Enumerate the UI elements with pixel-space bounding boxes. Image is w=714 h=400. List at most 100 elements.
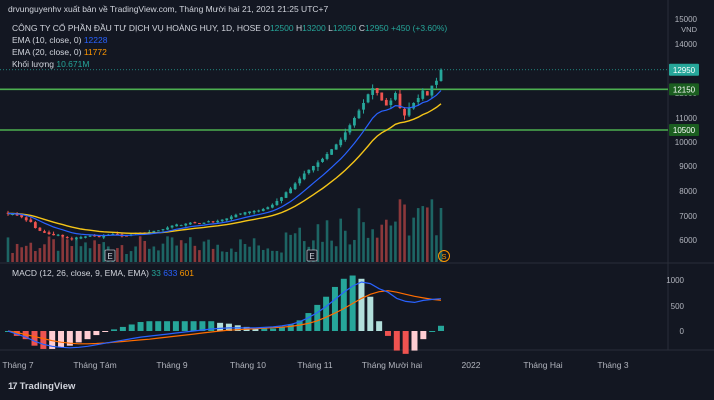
- volume-bar: [243, 244, 247, 262]
- volume-bar: [125, 253, 128, 262]
- macd-tick-label: 1000: [666, 276, 684, 285]
- macd-legend[interactable]: MACD (12, 26, close, 9, EMA, EMA) 33 633…: [12, 268, 194, 279]
- volume-bar: [161, 243, 165, 262]
- earnings-marker-1-box[interactable]: [104, 249, 116, 262]
- macd-histogram-bar: [376, 321, 383, 331]
- candle-body: [216, 220, 220, 223]
- candle-body: [61, 234, 65, 237]
- volume-bar: [20, 247, 23, 262]
- volume-bar: [398, 199, 402, 262]
- volume-bar: [225, 251, 229, 262]
- candle-body: [348, 125, 352, 133]
- candle-body: [52, 233, 55, 236]
- price-tag-line2-bg: [669, 124, 699, 136]
- time-axis-label: Tháng 3: [597, 360, 628, 370]
- volume-bar: [175, 245, 178, 262]
- macd-histogram-bar: [119, 326, 126, 331]
- macd-histogram-bar: [402, 331, 409, 354]
- price-tick-label: 14000: [675, 40, 698, 49]
- open-value: 12500: [269, 23, 294, 33]
- volume-bar: [61, 236, 64, 262]
- volume-bar: [129, 251, 133, 262]
- volume-bar: [330, 240, 333, 262]
- candle-body: [152, 230, 156, 233]
- volume-bar: [93, 240, 96, 262]
- volume-bar: [280, 252, 283, 262]
- candle-body: [97, 235, 101, 238]
- candle-body: [248, 211, 251, 214]
- candle-body: [353, 118, 356, 126]
- volume-bar: [339, 218, 343, 262]
- macd-histogram-bar: [411, 331, 418, 351]
- ema10-legend[interactable]: EMA (10, close, 0) 12228: [12, 35, 107, 46]
- macd-histogram-bar: [429, 331, 436, 332]
- ema20-value: 11772: [83, 47, 107, 57]
- brand-name: TradingView: [19, 381, 76, 392]
- macd-histogram-bar: [40, 331, 47, 349]
- candle-body: [24, 217, 28, 221]
- candle-body: [357, 110, 361, 119]
- candle-body: [321, 158, 324, 162]
- macd-signal-line[interactable]: [7, 290, 442, 345]
- macd-histogram-bar: [314, 304, 321, 331]
- split-marker-circle[interactable]: [438, 250, 450, 262]
- candle-body: [243, 212, 247, 215]
- candle-body: [280, 197, 283, 201]
- candle-body: [88, 235, 92, 237]
- volume-bar: [166, 236, 169, 262]
- volume-bar: [38, 248, 42, 262]
- volume-bar: [371, 229, 374, 262]
- ema10-line[interactable]: [7, 90, 442, 237]
- macd-histogram-bar: [190, 321, 197, 331]
- ema20-legend[interactable]: EMA (20, close, 0) 11772: [12, 47, 107, 58]
- volume-bar: [353, 239, 356, 262]
- candle-body: [184, 223, 188, 226]
- candle-body: [257, 210, 261, 212]
- candle-body: [225, 218, 229, 221]
- candle-body: [125, 235, 128, 237]
- candle-body: [334, 144, 338, 150]
- high-value: 13200: [302, 23, 326, 33]
- volume-bar: [79, 246, 83, 262]
- low-label: L: [328, 23, 333, 33]
- volume-bar: [65, 239, 69, 262]
- candle-body: [170, 225, 174, 228]
- volume-bar: [157, 250, 160, 262]
- macd-histogram-bar: [217, 322, 224, 331]
- volume-bar: [52, 239, 55, 262]
- candle-body: [161, 229, 165, 231]
- volume-bar: [216, 244, 219, 262]
- tradingview-brand[interactable]: 17 TradingView: [8, 381, 75, 392]
- price-tick-label: 10000: [675, 138, 698, 147]
- macd-line[interactable]: [7, 281, 442, 349]
- candle-body: [198, 223, 201, 225]
- candle-body: [375, 88, 379, 93]
- price-tick-label: 8000: [679, 187, 697, 196]
- candle-body: [284, 192, 288, 198]
- volume-bar: [426, 207, 429, 262]
- volume-bar: [207, 239, 210, 262]
- volume-bar: [75, 237, 78, 262]
- volume-bar: [138, 236, 142, 262]
- macd-signal-value: 601: [179, 268, 194, 278]
- volume-bar: [102, 242, 106, 262]
- macd-histogram-bar: [13, 331, 20, 336]
- volume-legend[interactable]: Khối lượng 10.671M: [12, 59, 89, 70]
- volume-bar: [239, 239, 242, 262]
- candle-body: [229, 216, 233, 220]
- volume-bar: [439, 208, 443, 262]
- candle-body: [412, 103, 416, 109]
- volume-bar: [6, 237, 10, 262]
- candle-body: [380, 92, 384, 101]
- earnings-marker-2-box[interactable]: [306, 249, 318, 262]
- candle-body: [211, 221, 215, 223]
- candle-body: [43, 231, 46, 233]
- volume-bar: [97, 243, 101, 262]
- volume-bar: [362, 222, 365, 262]
- ema20-line[interactable]: [8, 103, 442, 234]
- volume-bar: [275, 250, 279, 262]
- volume-bar: [343, 230, 347, 262]
- candle-body: [193, 222, 197, 224]
- candle-body: [70, 238, 74, 240]
